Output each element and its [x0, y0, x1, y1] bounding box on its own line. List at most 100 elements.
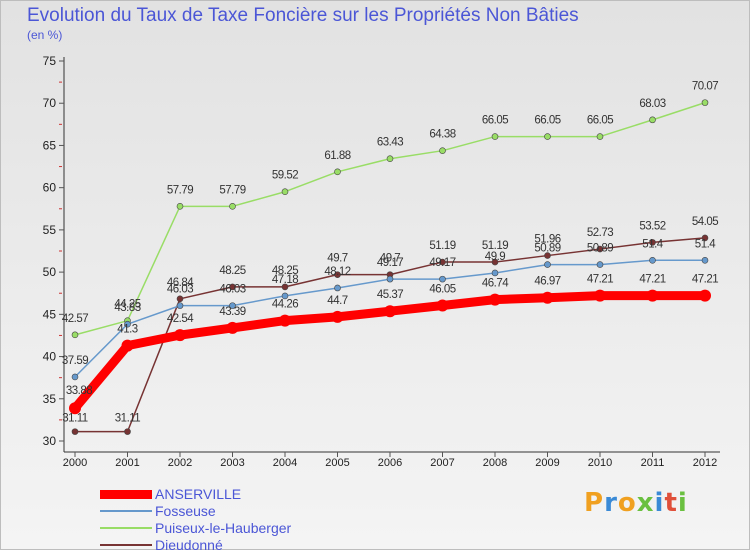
- data-point: [124, 320, 131, 328]
- data-point: [334, 271, 341, 278]
- data-label: 44.7: [327, 295, 347, 307]
- data-point: [384, 305, 396, 318]
- x-tick-label: 2002: [168, 457, 192, 469]
- data-point: [69, 402, 81, 415]
- data-point: [701, 234, 709, 242]
- data-label: 47.21: [692, 274, 718, 286]
- data-point: [439, 258, 446, 266]
- data-point: [386, 275, 394, 283]
- logo-letter: i: [654, 488, 665, 518]
- legend-label: ANSERVILLE: [155, 486, 242, 502]
- logo-letter: r: [604, 488, 618, 518]
- x-tick-label: 2010: [588, 457, 612, 469]
- legend-label: Dieudonné: [155, 537, 223, 553]
- data-point: [491, 133, 499, 140]
- data-point: [71, 428, 79, 435]
- data-label: 49.17: [429, 257, 455, 269]
- x-tick-label: 2007: [430, 457, 454, 469]
- data-point: [596, 245, 604, 253]
- data-label: 50.89: [587, 243, 613, 255]
- legend-swatch: [100, 510, 152, 512]
- data-label: 59.52: [272, 170, 298, 182]
- data-point: [121, 339, 134, 352]
- data-label: 57.79: [219, 184, 245, 196]
- data-point: [544, 261, 551, 268]
- data-point: [226, 321, 239, 334]
- data-point: [124, 428, 131, 435]
- data-point: [71, 373, 79, 381]
- data-label: 47.21: [587, 274, 613, 286]
- data-point: [699, 289, 711, 302]
- y-tick-label: 40: [43, 350, 57, 364]
- logo-letter: P: [584, 488, 605, 518]
- data-point: [439, 147, 446, 154]
- data-point: [281, 188, 289, 196]
- y-tick-label: 35: [43, 392, 57, 406]
- data-label: 42.57: [62, 313, 88, 325]
- data-point: [646, 289, 659, 302]
- data-point: [649, 116, 656, 124]
- data-point: [331, 310, 344, 323]
- y-tick-label: 45: [43, 307, 57, 321]
- x-tick-label: 2008: [483, 457, 507, 469]
- data-label: 54.05: [692, 216, 718, 228]
- data-point: [544, 252, 551, 259]
- x-tick-label: 2011: [641, 457, 665, 469]
- data-label: 31.11: [62, 413, 88, 425]
- data-label: 44.25: [114, 299, 140, 311]
- legend-swatch: [100, 527, 152, 529]
- data-label: 51.96: [534, 234, 560, 246]
- x-tick-label: 2009: [535, 457, 559, 469]
- data-label-layer: 33.88 41.3 42.54 43.39 44.26 44.7 45.37 46.05 46…: [62, 81, 719, 425]
- data-point: [541, 291, 554, 304]
- data-label: 61.88: [324, 150, 350, 162]
- data-label: 50.89: [534, 243, 560, 255]
- y-tick-label: 60: [43, 181, 57, 195]
- legend-item: Dieudonné: [100, 537, 223, 553]
- data-label: 42.54: [167, 313, 194, 325]
- data-point: [229, 203, 236, 210]
- x-tick-label: 2004: [273, 457, 297, 469]
- data-point: [544, 133, 551, 140]
- data-label: 51.4: [642, 238, 663, 250]
- logo-letter: x: [636, 488, 655, 518]
- logo-letter: o: [617, 488, 637, 518]
- data-point: [596, 261, 604, 268]
- chart-axes: 30 35 40 45 50 55 60 65 70 75 2000 2001 2002 2003 2004…: [43, 54, 720, 469]
- data-label: 49.9: [485, 251, 505, 263]
- data-label: 46.84: [167, 277, 194, 289]
- series-layer: [69, 99, 711, 435]
- legend-swatch: [100, 489, 152, 499]
- data-point: [489, 293, 501, 306]
- data-label: 46.97: [534, 276, 560, 288]
- data-label: 48.25: [272, 265, 298, 277]
- data-label: 43.83: [114, 302, 140, 314]
- data-label: 31.11: [115, 413, 141, 425]
- data-label: 41.3: [117, 324, 137, 336]
- data-point: [649, 256, 656, 264]
- data-point: [386, 155, 394, 163]
- logo-letter: i: [677, 488, 688, 518]
- data-label: 45.37: [377, 289, 403, 301]
- data-point: [436, 299, 449, 312]
- data-point: [334, 284, 341, 292]
- x-tick-label: 2003: [220, 457, 244, 469]
- data-label: 37.59: [62, 355, 88, 367]
- data-label: 66.05: [482, 115, 508, 127]
- data-label: 53.52: [639, 220, 665, 232]
- data-label: 63.43: [377, 137, 403, 149]
- y-axis-unit: (en %): [27, 28, 63, 42]
- chart-title: Evolution du Taux de Taxe Foncière sur l…: [27, 5, 579, 26]
- data-point: [701, 99, 709, 106]
- proxiti-logo: Proxiti: [584, 488, 688, 518]
- data-label: 49.7: [380, 253, 400, 265]
- data-point: [176, 295, 184, 303]
- data-label: 44.26: [272, 299, 298, 311]
- legend-item: Fosseuse: [100, 503, 216, 519]
- data-label: 46.03: [167, 284, 193, 296]
- data-label: 51.19: [482, 240, 508, 252]
- data-point: [439, 275, 446, 283]
- data-point: [176, 302, 184, 309]
- x-tick-label: 2012: [693, 457, 717, 469]
